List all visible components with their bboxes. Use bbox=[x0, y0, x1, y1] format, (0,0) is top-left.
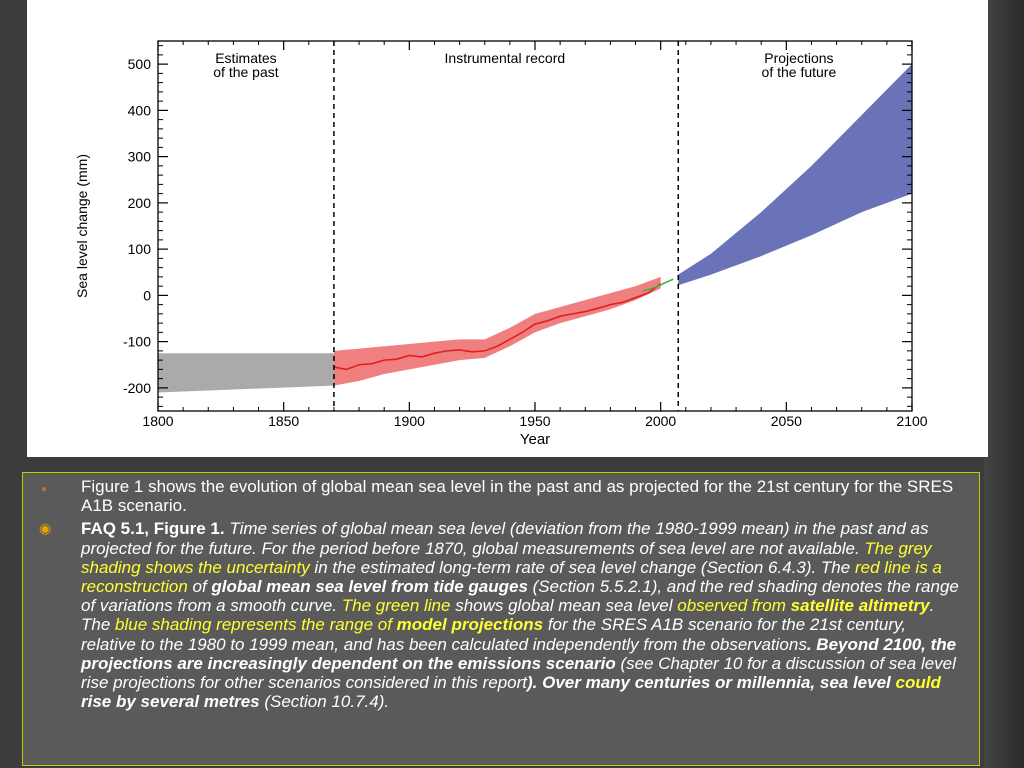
caption-seg: shows global mean sea level bbox=[450, 596, 678, 616]
band-series-4 bbox=[678, 64, 912, 286]
period-label-0: of the past bbox=[213, 64, 278, 80]
period-label-2: of the future bbox=[762, 64, 837, 80]
x-axis-label: Year bbox=[520, 431, 550, 448]
caption-highlight: red line is a reconstruction bbox=[81, 557, 942, 597]
caption-bold: . Beyond 2100, the projections are incre… bbox=[81, 634, 957, 673]
caption-seg: Time series of global mean sea level (de… bbox=[81, 519, 929, 558]
caption-highlight-bold: model projections bbox=[396, 615, 544, 635]
caption-seg: (see Chapter 10 for a discussion of sea … bbox=[81, 653, 956, 693]
x-tick-label: 2050 bbox=[771, 413, 802, 429]
y-tick-label: 400 bbox=[128, 102, 152, 118]
caption-box: ● Figure 1 shows the evolution of global… bbox=[22, 472, 980, 766]
x-tick-label: 1950 bbox=[519, 413, 550, 429]
caption-seg: (Section 5.5.2.1), and the red shading d… bbox=[81, 577, 959, 616]
caption-seg: of bbox=[187, 577, 212, 597]
caption-paragraph-1: ● Figure 1 shows the evolution of global… bbox=[33, 477, 961, 515]
y-tick-label: 500 bbox=[128, 56, 152, 72]
x-tick-label: 1800 bbox=[142, 413, 173, 429]
caption-seg: in the estimated long-term rate of sea l… bbox=[309, 557, 855, 577]
y-tick-label: -100 bbox=[123, 334, 151, 350]
caption-bold: global mean sea level from tide gauges bbox=[211, 577, 528, 597]
caption-paragraph-2: ◉ FAQ 5.1, Figure 1. Time series of glob… bbox=[33, 519, 961, 711]
y-tick-label: 300 bbox=[128, 149, 152, 165]
caption-seg: for the SRES A1B scenario for the 21st c… bbox=[81, 615, 906, 654]
caption-seg: (Section 10.7.4). bbox=[259, 692, 390, 712]
y-tick-label: 100 bbox=[128, 241, 152, 257]
caption-highlight: observed from bbox=[677, 596, 791, 616]
chart-panel: 1800 1850 1900 1950 2000 2050 2100 -200 -100 0 100… bbox=[27, 0, 988, 457]
caption-bold: ). Over many centuries or millennia, sea… bbox=[527, 673, 896, 693]
y-axis-label: Sea level change (mm) bbox=[74, 154, 90, 298]
x-tick-label: 2000 bbox=[645, 413, 676, 429]
bullet-icon: ● bbox=[41, 484, 48, 495]
sea-level-chart: 1800 1850 1900 1950 2000 2050 2100 -200 -100 0 100… bbox=[74, 40, 928, 448]
caption-bold: rise by several metres bbox=[81, 692, 260, 712]
x-tick-label: 1900 bbox=[394, 413, 425, 429]
figure-label: FAQ 5.1, Figure 1. bbox=[81, 519, 225, 539]
line-series-2 bbox=[333, 283, 662, 371]
y-tick-label: 200 bbox=[128, 195, 152, 211]
period-label-1: Instrumental record bbox=[445, 50, 566, 66]
x-tick-label: 2100 bbox=[896, 413, 927, 429]
y-tick-label: 0 bbox=[143, 287, 151, 303]
caption-highlight: blue shading represents the range of bbox=[115, 615, 397, 635]
period-label-2: Projections bbox=[764, 50, 833, 66]
band-series-0 bbox=[158, 353, 334, 393]
caption-seg: . The bbox=[81, 596, 935, 635]
background-stripe bbox=[984, 0, 1024, 768]
caption-highlight: The green line bbox=[341, 596, 451, 616]
target-bullet-icon: ◉ bbox=[39, 520, 52, 537]
caption-highlight-bold: satellite altimetry bbox=[790, 596, 930, 616]
y-tick-label: -200 bbox=[123, 380, 151, 396]
caption-p1-text: Figure 1 shows the evolution of global m… bbox=[81, 477, 954, 516]
band-series-1 bbox=[333, 276, 661, 386]
caption-highlight-bold: could bbox=[895, 673, 941, 693]
x-tick-label: 1850 bbox=[268, 413, 299, 429]
period-label-0: Estimates bbox=[215, 50, 276, 66]
caption-highlight: The grey shading shows the uncertainty bbox=[81, 538, 932, 577]
line-series-3 bbox=[642, 278, 674, 292]
